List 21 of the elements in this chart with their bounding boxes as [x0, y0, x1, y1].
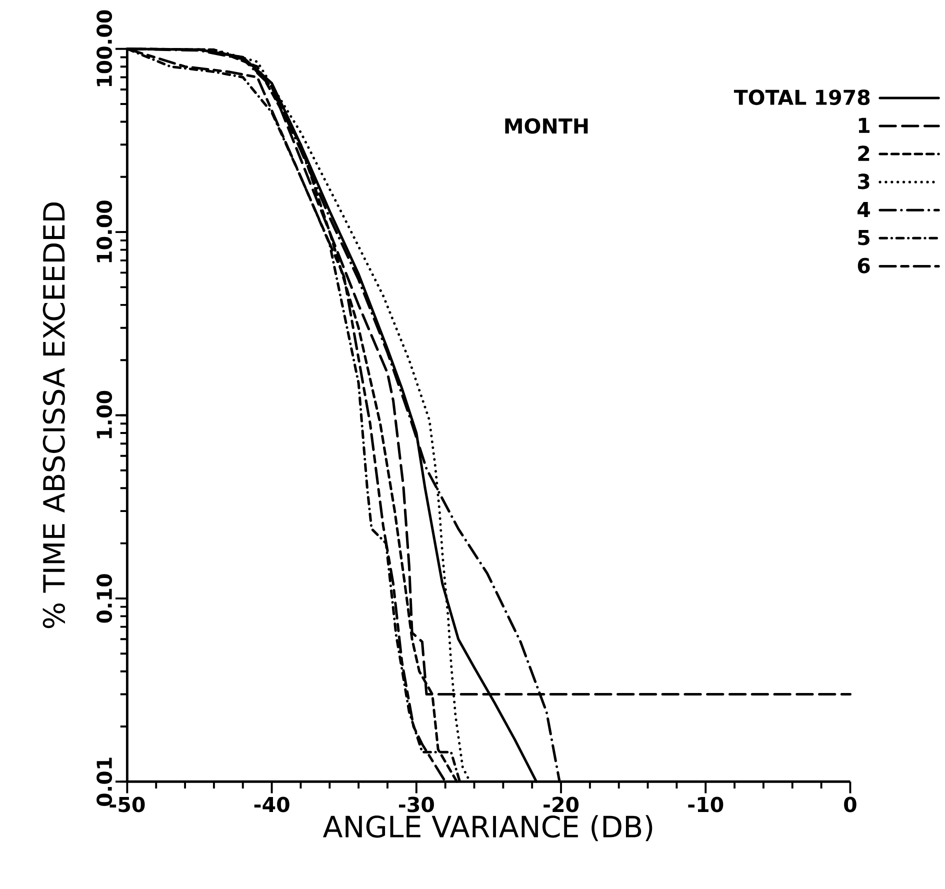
y-tick-label: 0.01 — [96, 758, 112, 806]
y-tick-label: 10.00 — [96, 200, 112, 262]
x-axis-title: ANGLE VARIANCE (DB) — [322, 815, 652, 842]
x-tick-label: -10 — [688, 796, 724, 812]
legend-label: 5 — [858, 230, 870, 246]
y-tick-label: 1.00 — [96, 390, 112, 438]
x-tick-label: -50 — [110, 796, 145, 812]
legend-label: 3 — [858, 174, 870, 190]
x-tick-label: -40 — [254, 796, 290, 812]
y-tick-label: 100.00 — [96, 10, 112, 86]
legend-label: TOTAL 1978 — [734, 89, 870, 106]
y-axis-title: % TIME ABSCISSA EXCEEDED — [42, 202, 65, 628]
legend-label: 1 — [858, 118, 870, 133]
legend-label: 6 — [858, 258, 870, 274]
legend-label: 4 — [858, 202, 870, 217]
legend-label: 2 — [858, 146, 870, 161]
x-tick-label: -30 — [398, 796, 434, 812]
x-tick-label: 0 — [844, 796, 856, 812]
x-tick-label: -20 — [544, 796, 579, 812]
y-tick-label: 0.10 — [96, 574, 112, 623]
legend-title: MONTH — [505, 118, 588, 134]
